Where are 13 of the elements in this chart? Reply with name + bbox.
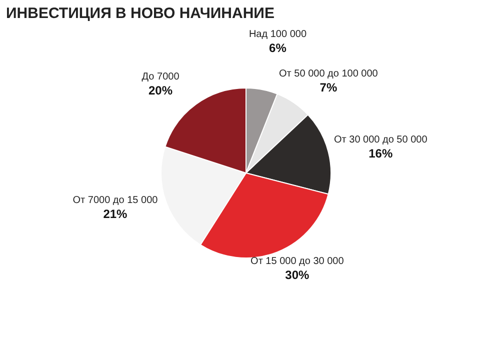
data-label: 16% [368,146,393,160]
chart-title: ИНВЕСТИЦИЯ В НОВО НАЧИНАНИЕ [6,5,274,22]
data-label: 30% [285,268,310,282]
data-label: 7% [320,80,338,94]
slice-label: От 7000 до 15 000 [72,194,158,206]
slice-label: От 30 000 до 50 000 [334,134,428,146]
data-label: 20% [148,83,173,98]
slice-label: От 15 000 до 30 000 [250,256,344,267]
data-label: 6% [269,41,287,56]
slice-label: От 50 000 до 100 000 [279,68,378,80]
data-label: 21% [103,206,128,221]
slice-label: Над 100 000 [248,29,307,40]
slice-label: До 7000 [142,71,180,82]
